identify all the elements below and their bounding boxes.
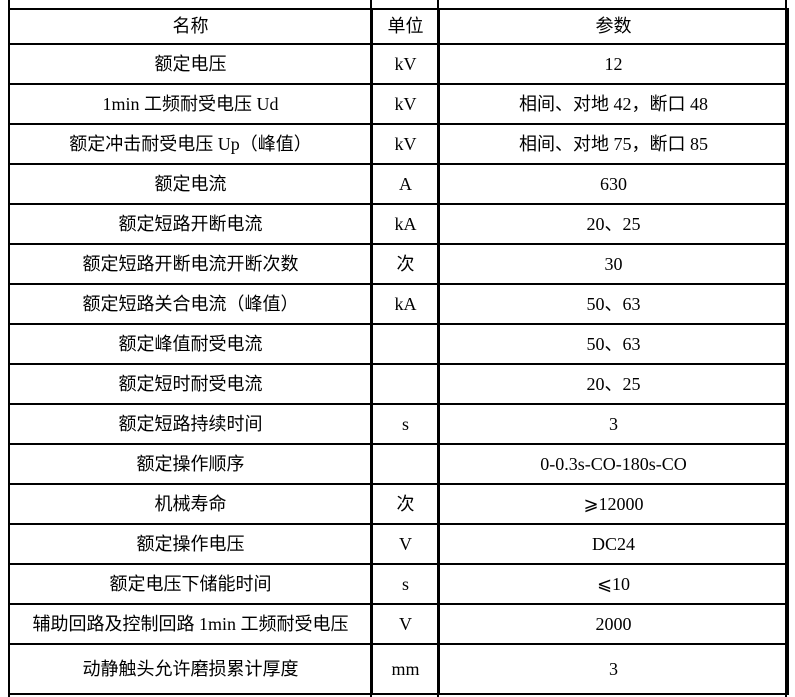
table-row: 额定电压 kV 12 [8, 43, 789, 85]
table-row: 额定短路关合电流（峰值） kA 50、63 [8, 283, 789, 325]
param-cell: 30 [438, 243, 789, 285]
table-row: 1min 工频耐受电压 Ud kV 相间、对地 42，断口 48 [8, 83, 789, 125]
param-cell: 相间、对地 42，断口 48 [438, 83, 789, 125]
name-cell: 辅助回路及控制回路 1min 工频耐受电压 [8, 603, 373, 645]
table-row: 额定短时耐受电流 20、25 [8, 363, 789, 405]
unit-cell [371, 323, 440, 365]
param-cell: 3 [438, 403, 789, 445]
unit-cell: 次 [371, 243, 440, 285]
column-header-param: 参数 [438, 8, 789, 45]
unit-cell: V [371, 603, 440, 645]
column-header-name: 名称 [8, 8, 373, 45]
param-cell: 50、63 [438, 323, 789, 365]
name-cell: 额定电压下储能时间 [8, 563, 373, 605]
name-cell: 机械寿命 [8, 483, 373, 525]
unit-cell: kA [371, 283, 440, 325]
table-row: 额定操作电压 V DC24 [8, 523, 789, 565]
unit-cell [371, 363, 440, 405]
name-cell: 1min 工频耐受电压 Ud [8, 83, 373, 125]
unit-cell: s [371, 563, 440, 605]
table-row: 动静触头允许磨损累计厚度 mm 3 [8, 643, 789, 695]
param-cell: 2000 [438, 603, 789, 645]
table-row: 额定操作顺序 0-0.3s-CO-180s-CO [8, 443, 789, 485]
unit-cell: mm [371, 643, 440, 695]
name-cell: 额定操作电压 [8, 523, 373, 565]
param-cell: 0-0.3s-CO-180s-CO [438, 443, 789, 485]
param-cell: 3 [438, 643, 789, 695]
name-cell: 额定电流 [8, 163, 373, 205]
header-row: 名称 单位 参数 [8, 8, 789, 45]
table-row: 额定电流 A 630 [8, 163, 789, 205]
param-cell: DC24 [438, 523, 789, 565]
table-row: 辅助回路及控制回路 1min 工频耐受电压 V 2000 [8, 603, 789, 645]
name-cell: 额定短路关合电流（峰值） [8, 283, 373, 325]
param-cell: 相间、对地 75，断口 85 [438, 123, 789, 165]
unit-cell [371, 443, 440, 485]
name-cell: 额定操作顺序 [8, 443, 373, 485]
name-cell: 额定短时耐受电流 [8, 363, 373, 405]
unit-cell: 次 [371, 483, 440, 525]
name-cell: 额定电压 [8, 43, 373, 85]
name-cell: 额定冲击耐受电压 Up（峰值） [8, 123, 373, 165]
unit-cell: kV [371, 43, 440, 85]
name-cell: 额定短路开断电流开断次数 [8, 243, 373, 285]
spec-table: 名称 单位 参数 额定电压 kV 12 1min 工频耐受电压 Ud kV 相间、对地 4… [8, 8, 789, 695]
param-cell: 630 [438, 163, 789, 205]
unit-cell: kA [371, 203, 440, 245]
param-cell: 20、25 [438, 203, 789, 245]
param-cell: ⩽10 [438, 563, 789, 605]
table-row: 额定短路开断电流开断次数次 30 [8, 243, 789, 285]
spec-table-header: 名称 单位 参数 [8, 8, 789, 45]
unit-cell: V [371, 523, 440, 565]
table-row: 额定冲击耐受电压 Up（峰值） kV 相间、对地 75，断口 85 [8, 123, 789, 165]
name-cell: 额定短路开断电流 [8, 203, 373, 245]
table-row: 额定峰值耐受电流 50、63 [8, 323, 789, 365]
column-header-unit: 单位 [371, 8, 440, 45]
name-cell: 额定短路持续时间 [8, 403, 373, 445]
name-cell: 动静触头允许磨损累计厚度 [8, 643, 373, 695]
table-row: 机械寿命次 ⩾12000 [8, 483, 789, 525]
spec-table-body: 额定电压 kV 12 1min 工频耐受电压 Ud kV 相间、对地 42，断口 48 额定… [8, 43, 789, 695]
unit-cell: s [371, 403, 440, 445]
param-cell: ⩾12000 [438, 483, 789, 525]
table-row: 额定短路开断电流 kA 20、25 [8, 203, 789, 245]
table-row: 额定短路持续时间 s 3 [8, 403, 789, 445]
unit-cell: kV [371, 83, 440, 125]
unit-cell: A [371, 163, 440, 205]
name-cell: 额定峰值耐受电流 [8, 323, 373, 365]
unit-cell: kV [371, 123, 440, 165]
table-row: 额定电压下储能时间 s ⩽10 [8, 563, 789, 605]
param-cell: 12 [438, 43, 789, 85]
param-cell: 20、25 [438, 363, 789, 405]
param-cell: 50、63 [438, 283, 789, 325]
